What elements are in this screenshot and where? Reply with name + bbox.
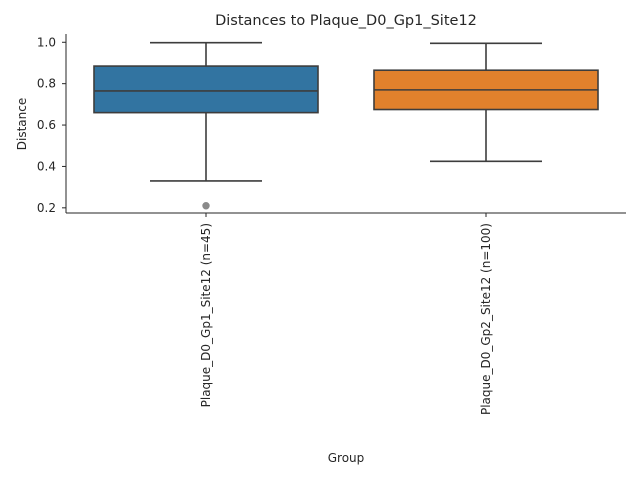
x-tick-label: Plaque_D0_Gp2_Site12 (n=100) [479, 223, 493, 415]
box-group [373, 42, 599, 163]
outlier-point [202, 202, 210, 210]
box-group [93, 41, 319, 210]
x-tick-label: Plaque_D0_Gp1_Site12 (n=45) [199, 223, 213, 407]
y-axis-label: Distance [15, 98, 29, 150]
plot-area [93, 41, 599, 210]
y-tick-label: 0.8 [37, 77, 56, 91]
box-iqr [93, 65, 319, 114]
x-axis-label: Group [328, 451, 365, 465]
y-tick-label: 0.2 [37, 201, 56, 215]
x-axis: Plaque_D0_Gp1_Site12 (n=45) Plaque_D0_Gp2… [66, 212, 626, 415]
chart-title: Distances to Plaque_D0_Gp1_Site12 [215, 13, 477, 29]
y-tick-label: 0.6 [37, 118, 56, 132]
y-axis: 0.2 0.4 0.6 0.8 1.0 [37, 34, 67, 215]
y-tick-label: 1.0 [37, 35, 56, 49]
y-tick-label: 0.4 [37, 159, 56, 173]
